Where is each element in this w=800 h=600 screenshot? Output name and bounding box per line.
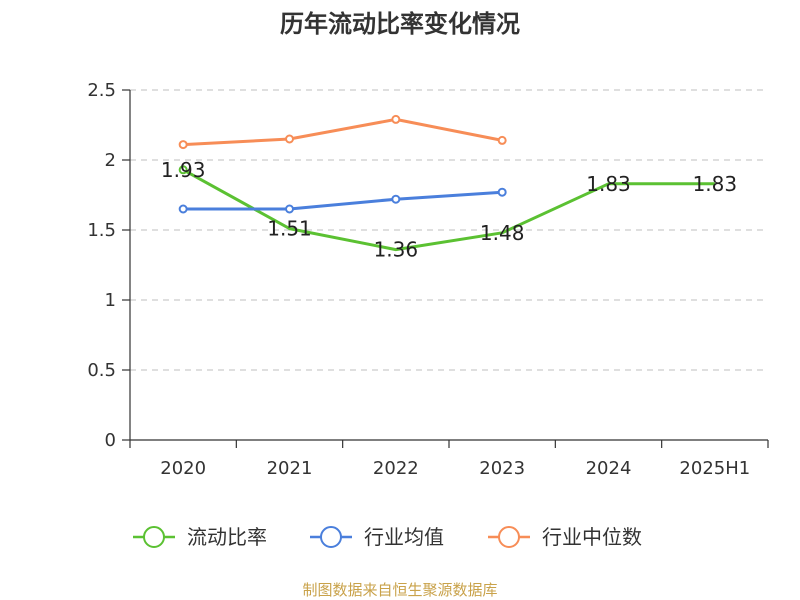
legend-item[interactable]: 行业均值 <box>310 525 444 549</box>
data-label: 1.51 <box>267 217 312 241</box>
legend-marker <box>143 526 165 548</box>
y-tick-label: 0.5 <box>87 360 116 381</box>
data-label: 1.83 <box>586 172 631 196</box>
legend-item[interactable]: 行业中位数 <box>488 525 642 549</box>
data-label: 1.93 <box>161 158 206 182</box>
data-point[interactable] <box>497 187 507 197</box>
data-point[interactable] <box>178 165 188 175</box>
y-tick-label: 0 <box>105 430 116 451</box>
data-point[interactable] <box>178 204 188 214</box>
data-point[interactable] <box>285 134 294 144</box>
legend-item[interactable]: 流动比率 <box>133 525 267 549</box>
data-label: 1.48 <box>480 221 525 245</box>
series-line-2 <box>183 117 503 147</box>
legend-marker <box>498 526 520 548</box>
y-tick-label: 2.5 <box>87 80 116 101</box>
data-point[interactable] <box>497 135 507 145</box>
data-label: 1.83 <box>693 172 738 196</box>
legend-marker <box>320 526 342 548</box>
x-tick-label: 2025H1 <box>679 458 750 479</box>
y-tick-label: 2 <box>105 150 116 171</box>
chart-title: 历年流动比率变化情况 <box>280 10 520 38</box>
y-tick-label: 1.5 <box>87 220 116 241</box>
source-note: 制图数据来自恒生聚源数据库 <box>302 581 497 599</box>
y-tick-label: 1 <box>105 290 116 311</box>
x-tick-label: 2021 <box>267 458 313 479</box>
data-point[interactable] <box>285 204 294 214</box>
data-point[interactable] <box>178 140 188 150</box>
series-line-1 <box>183 190 503 211</box>
series-layer <box>178 114 715 252</box>
x-tick-label: 2020 <box>160 458 206 479</box>
x-tick-label: 2022 <box>373 458 419 479</box>
legend-label: 行业中位数 <box>542 525 642 549</box>
data-point[interactable] <box>391 114 401 124</box>
legend[interactable]: 流动比率 行业均值 行业中位数 <box>133 525 642 549</box>
legend-label: 行业均值 <box>364 525 444 549</box>
x-tick-label: 2024 <box>586 458 632 479</box>
series-line-0 <box>182 168 715 252</box>
x-tick-label: 2023 <box>479 458 525 479</box>
data-point[interactable] <box>391 194 401 204</box>
grid <box>130 89 768 371</box>
axes: 0 0.5 1 1.5 2 2.5 2020 2021 2022 2023 2024 2025H1 <box>87 80 769 479</box>
data-label: 1.36 <box>374 238 419 262</box>
data-labels: 1.93 1.51 1.36 1.48 1.83 1.83 <box>161 158 737 262</box>
legend-label: 流动比率 <box>187 525 267 549</box>
